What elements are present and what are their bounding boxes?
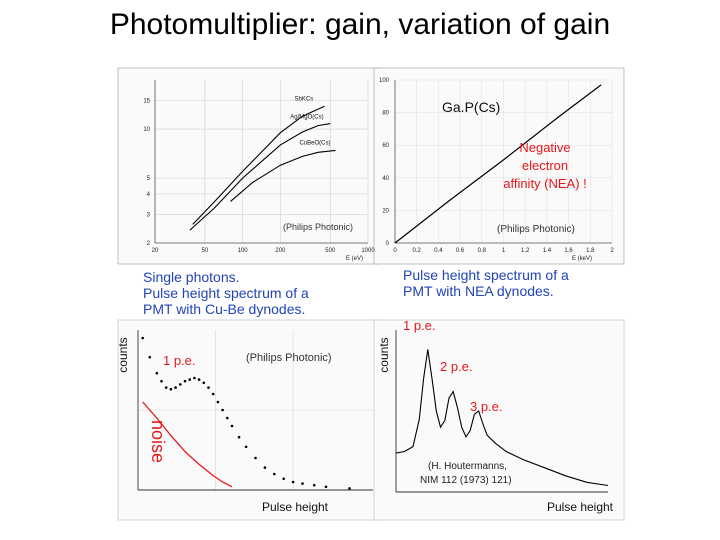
- c4-annotation-2pe: 2 p.e.: [440, 359, 473, 374]
- c3-data-point: [291, 480, 295, 484]
- c3-data-point: [282, 477, 286, 481]
- c4-annotation-1pe: 1 p.e.: [403, 318, 436, 333]
- c2-x-axis-label: E (keV): [572, 256, 592, 262]
- c3-data-point: [230, 424, 234, 428]
- c2-series-label: Ga.P(Cs): [442, 99, 500, 115]
- c3-data-point: [348, 487, 351, 490]
- c1-series-line: [230, 149, 336, 202]
- c3-data-point: [174, 386, 177, 389]
- c1-x-axis-label: E (eV): [346, 256, 363, 262]
- c3-data-point: [183, 379, 187, 383]
- c3-data-point: [312, 483, 316, 487]
- c3-data-point: [188, 378, 191, 381]
- c4-caption: Pulse height spectrum of a: [403, 267, 569, 283]
- c1-series-label: Ag/MgO(Cs): [290, 115, 323, 121]
- c3-data-point: [141, 336, 144, 340]
- c1-x-tick-label: 50: [202, 248, 209, 254]
- c3-caption: Single photons.: [143, 269, 240, 285]
- c2-annotation-nea: electron: [522, 158, 568, 173]
- c1-y-tick-label: 2: [147, 241, 151, 247]
- c3-annotation-noise: noise: [148, 420, 168, 463]
- c3-data-point: [263, 466, 267, 469]
- c3-data-point: [197, 378, 201, 381]
- c1-x-tick-label: 500: [325, 248, 336, 254]
- c2-y-tick-label: 0: [386, 241, 390, 247]
- c2-y-tick-label: 60: [382, 143, 389, 149]
- c3-caption: Pulse height spectrum of a: [143, 285, 309, 301]
- c3-annotation: (Philips Photonic): [246, 352, 332, 364]
- c4-caption: PMT with NEA dynodes.: [403, 283, 554, 299]
- c1-x-tick-label: 200: [275, 248, 286, 254]
- c4-annotation-3pe: 3 p.e.: [470, 399, 503, 414]
- slide-title: Photomultiplier: gain, variation of gain: [109, 8, 611, 41]
- c3-data-point: [148, 355, 152, 359]
- c2-x-tick-label: 0.6: [456, 248, 465, 254]
- c3-data-point: [179, 383, 182, 386]
- c3-data-point: [301, 482, 304, 485]
- c1-y-tick-label: 3: [147, 212, 151, 218]
- c2-x-tick-label: 1: [502, 248, 506, 254]
- c4-annotation-ref: NIM 112 (1973) 121): [420, 475, 512, 486]
- c4-series-line: [395, 349, 609, 487]
- c3-annotation-1pe: 1 p.e.: [163, 353, 196, 368]
- c4-y-axis-label: counts: [377, 337, 391, 372]
- c2-annotation: (Philips Photonic): [497, 224, 575, 235]
- c1-annotation: (Philips Photonic): [283, 222, 353, 232]
- c3-data-point: [169, 387, 173, 391]
- c3-data-point: [202, 381, 206, 385]
- c3-data-point: [237, 435, 241, 439]
- c3-caption: PMT with Cu-Be dynodes.: [143, 301, 305, 317]
- c4-annotation-ref: (H. Houtermanns,: [428, 461, 507, 472]
- c3-data-point: [164, 386, 168, 389]
- panel-frame-top-right: [373, 67, 625, 265]
- c1-y-tick-label: 10: [143, 127, 150, 133]
- c3-data-point: [211, 392, 215, 396]
- c3-data-point: [207, 386, 210, 389]
- c1-series-line: [189, 123, 331, 231]
- c2-x-tick-label: 0.8: [478, 248, 487, 254]
- c2-x-tick-label: 1.4: [543, 248, 552, 254]
- c2-x-tick-label: 0.2: [413, 248, 422, 254]
- c2-y-tick-label: 40: [382, 176, 389, 182]
- c2-x-tick-label: 0.4: [434, 248, 443, 254]
- c2-annotation-nea: affinity (NEA) !: [503, 176, 587, 191]
- c2-series-line: [394, 84, 602, 244]
- c2-y-tick-label: 20: [382, 208, 389, 214]
- c2-x-tick-label: 2: [610, 248, 614, 254]
- c1-series-label: CuBeO(Cs): [299, 140, 330, 146]
- c3-data-point: [160, 379, 163, 383]
- c1-x-tick-label: 100: [238, 248, 249, 254]
- c3-x-axis-label: Pulse height: [262, 500, 329, 514]
- c1-series-label: SbKCs: [295, 96, 314, 102]
- panel-frame-top-left: [117, 67, 381, 265]
- c1-y-tick-label: 4: [147, 192, 151, 198]
- c2-x-tick-label: 0: [393, 248, 397, 254]
- c1-x-tick-label: 20: [152, 248, 159, 254]
- panel-frame-bottom-right: [373, 319, 625, 521]
- c3-data-point: [155, 371, 159, 375]
- c4-x-axis-label: Pulse height: [547, 500, 614, 514]
- c2-y-tick-label: 80: [382, 111, 389, 117]
- c1-y-tick-label: 15: [143, 98, 150, 104]
- c3-data-point: [324, 485, 328, 489]
- c2-annotation-nea: Negative: [519, 140, 570, 155]
- c2-x-tick-label: 1.2: [521, 248, 530, 254]
- c3-data-point: [221, 408, 224, 412]
- c2-x-tick-label: 1.8: [586, 248, 595, 254]
- c3-data-point: [254, 456, 257, 460]
- c2-y-tick-label: 100: [379, 78, 390, 84]
- c1-x-tick-label: 1000: [361, 248, 375, 254]
- c3-data-point: [193, 376, 196, 380]
- c3-data-point: [273, 472, 276, 476]
- c3-data-point: [244, 445, 248, 449]
- panel-frame-bottom-left: [117, 319, 381, 521]
- c1-y-tick-label: 5: [147, 176, 151, 182]
- c3-data-point: [226, 416, 229, 420]
- c2-x-tick-label: 1.6: [564, 248, 573, 254]
- c3-data-point: [216, 400, 220, 404]
- c1-series-line: [192, 105, 325, 225]
- c3-y-axis-label: counts: [116, 337, 130, 372]
- c3-noise-line: [142, 401, 233, 488]
